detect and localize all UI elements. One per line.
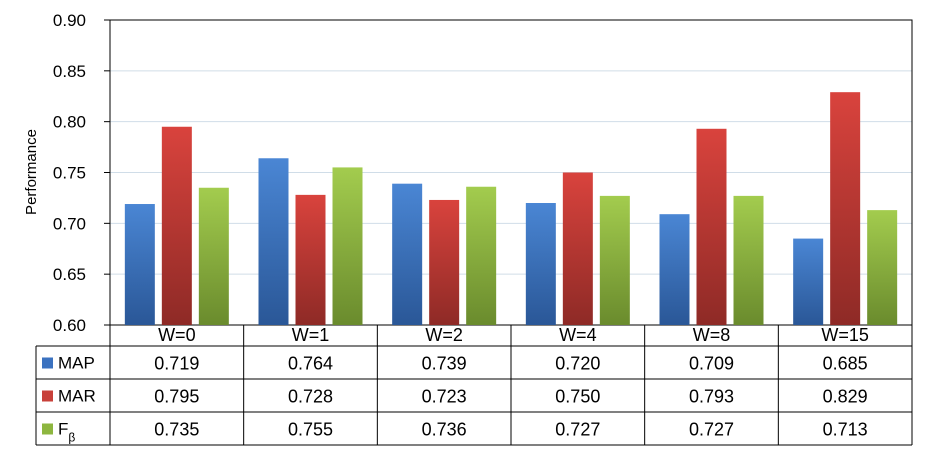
category-label: W=0 xyxy=(158,325,196,345)
data-label: 0.750 xyxy=(555,387,600,407)
data-label: 0.685 xyxy=(823,354,868,374)
data-label: 0.739 xyxy=(422,354,467,374)
data-table: W=0 W=1 W=2 W=4 W=8 W=15 MAP 0.719 0.764 0.739 0.7… xyxy=(35,325,913,446)
data-label: 0.728 xyxy=(288,387,333,407)
category-label: W=4 xyxy=(559,325,597,345)
bar-mar-0 xyxy=(161,126,192,325)
y-tick-label: 0.70 xyxy=(53,214,86,233)
y-tick-label: 0.65 xyxy=(53,265,86,284)
data-label: 0.709 xyxy=(689,354,734,374)
gridlines xyxy=(109,19,913,326)
bar-f-1 xyxy=(332,167,363,325)
bar-map-4 xyxy=(659,214,690,325)
y-tick-label: 0.90 xyxy=(53,11,86,30)
bar-map-3 xyxy=(525,203,556,325)
bar-f-0 xyxy=(198,187,229,325)
bar-f-4 xyxy=(733,195,764,325)
bar-mar-5 xyxy=(830,92,861,325)
data-label: 0.755 xyxy=(288,420,333,440)
bar-f-5 xyxy=(867,210,898,325)
data-label: 0.727 xyxy=(555,420,600,440)
y-tick-label: 0.60 xyxy=(53,316,86,335)
data-label: 0.764 xyxy=(288,354,333,374)
bar-map-2 xyxy=(392,183,423,325)
data-label: 0.727 xyxy=(689,420,734,440)
y-tick-label: 0.85 xyxy=(53,62,86,81)
y-tick-label: 0.80 xyxy=(53,113,86,132)
bar-mar-1 xyxy=(295,194,326,325)
data-label: 0.793 xyxy=(689,387,734,407)
legend-label: Fβ xyxy=(58,420,75,445)
bar-map-0 xyxy=(124,204,155,325)
y-axis-label: Performance xyxy=(23,129,40,215)
bar-mar-3 xyxy=(562,172,593,325)
bar-f-3 xyxy=(599,195,630,325)
legend-swatch-mar xyxy=(42,390,53,402)
legend-swatch-f xyxy=(42,423,53,435)
data-label: 0.723 xyxy=(422,387,467,407)
data-label: 0.795 xyxy=(154,387,199,407)
category-label: W=8 xyxy=(693,325,731,345)
legend-label: MAP xyxy=(58,354,95,373)
bar-map-1 xyxy=(258,158,289,325)
data-label: 0.720 xyxy=(555,354,600,374)
data-label: 0.829 xyxy=(823,387,868,407)
data-label: 0.736 xyxy=(422,420,467,440)
y-tick-label: 0.75 xyxy=(53,164,86,183)
bars xyxy=(124,92,898,325)
data-label: 0.719 xyxy=(154,354,199,374)
data-label: 0.735 xyxy=(154,420,199,440)
legend-subscript: β xyxy=(68,431,75,445)
legend-swatch-map xyxy=(42,357,53,369)
legend-label: MAR xyxy=(58,387,96,406)
category-label: W=2 xyxy=(425,325,463,345)
bar-f-2 xyxy=(466,186,497,325)
data-label: 0.713 xyxy=(823,420,868,440)
bar-mar-4 xyxy=(696,128,727,325)
y-axis: 0.60 0.65 0.70 0.75 0.80 0.85 0.90 xyxy=(53,11,110,335)
category-label: W=1 xyxy=(292,325,330,345)
bar-mar-2 xyxy=(429,199,460,325)
bar-map-5 xyxy=(793,238,824,325)
category-label: W=15 xyxy=(821,325,869,345)
